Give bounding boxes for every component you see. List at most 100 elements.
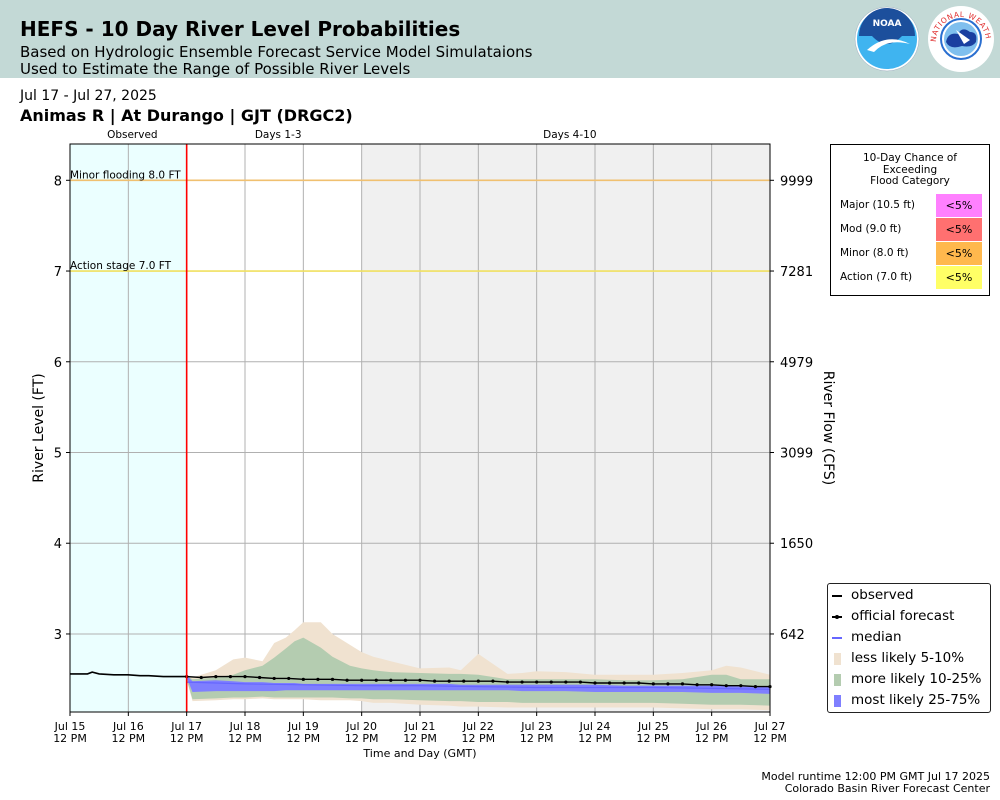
station-name: Animas R | At Durango | GJT (DRGC2) <box>20 106 353 125</box>
forecast-point <box>724 684 728 688</box>
forecast-point <box>593 681 597 685</box>
forecast-point <box>578 680 583 684</box>
forecast-point <box>462 679 466 683</box>
forecast-point <box>257 675 262 680</box>
flood-row-moderate: Mod (9.0 ft) <5% <box>831 218 989 241</box>
flood-row-value: <5% <box>936 266 982 289</box>
forecast-point <box>389 678 393 682</box>
legend-patch-icon <box>834 653 841 665</box>
legend-item-most-likely: most likely 25-75% <box>828 691 990 711</box>
x-tick-time: 12 PM <box>53 732 87 745</box>
y2-tick-label: 642 <box>780 628 805 643</box>
forecast-point <box>418 678 422 682</box>
period-label: Observed <box>107 129 158 141</box>
chart-legend: observed official forecast median less l… <box>827 583 991 713</box>
threshold-label: Action stage 7.0 FT <box>70 260 172 272</box>
forecast-point <box>272 676 276 681</box>
x-tick-time: 12 PM <box>403 732 437 745</box>
x-tick-time: 12 PM <box>520 732 554 745</box>
legend-label: observed <box>851 587 914 603</box>
forecast-point <box>476 679 480 683</box>
forecast-point <box>447 679 451 683</box>
legend-item-more-likely: more likely 10-25% <box>828 670 990 690</box>
x-tick-time: 12 PM <box>170 732 204 745</box>
y2-tick-label: 9999 <box>780 174 813 189</box>
y2-tick-label: 1650 <box>780 537 813 552</box>
forecast-point <box>637 681 641 685</box>
x-tick-day: Jul 18 <box>229 720 261 733</box>
x-tick-day: Jul 19 <box>287 720 319 733</box>
forecast-point <box>739 684 743 688</box>
flood-category-title-line: Exceeding <box>882 163 938 176</box>
model-runtime: Model runtime 12:00 PM GMT Jul 17 2025 <box>761 770 990 783</box>
legend-label: median <box>851 629 902 645</box>
noaa-logo-text: NOAA <box>873 19 902 29</box>
legend-item-less-likely: less likely 5-10% <box>828 649 990 669</box>
forecast-point <box>549 680 553 684</box>
forecast-point <box>564 680 568 684</box>
y-tick-label: 8 <box>54 174 62 189</box>
flood-row-label: Action (7.0 ft) <box>840 271 913 283</box>
page-title: HEFS - 10 Day River Level Probabilities <box>20 17 461 41</box>
flood-category-title-line: 10-Day Chance of <box>863 152 957 164</box>
x-tick-time: 12 PM <box>753 732 787 745</box>
x-tick-day: Jul 15 <box>54 720 86 733</box>
forecast-point <box>403 678 408 682</box>
forecast-center: Colorado Basin River Forecast Center <box>784 782 990 795</box>
x-tick-day: Jul 21 <box>404 720 436 733</box>
forecast-point <box>243 675 247 679</box>
legend-dotline-icon <box>832 615 842 619</box>
x-tick-day: Jul 27 <box>754 720 786 733</box>
flood-category-title-line: Flood Category <box>870 175 950 187</box>
forecast-point <box>680 682 685 686</box>
x-tick-day: Jul 24 <box>579 720 611 733</box>
y2-tick-label: 4979 <box>780 356 813 371</box>
flood-row-action: Action (7.0 ft) <5% <box>831 266 989 289</box>
x-tick-time: 12 PM <box>287 732 321 745</box>
legend-label: official forecast <box>851 608 955 624</box>
forecast-point <box>651 682 655 686</box>
x-tick-day: Jul 26 <box>695 720 727 733</box>
y-tick-label: 3 <box>54 628 62 643</box>
flood-row-label: Major (10.5 ft) <box>840 199 916 211</box>
x-tick-day: Jul 17 <box>170 720 202 733</box>
x-tick-day: Jul 20 <box>345 720 377 733</box>
forecast-point <box>666 682 670 686</box>
period-label: Days 1-3 <box>255 129 302 141</box>
forecast-point <box>710 683 714 687</box>
y2-tick-label: 7281 <box>780 265 813 280</box>
forecast-point <box>622 681 626 685</box>
y2-axis-label: River Flow (CFS) <box>820 371 836 486</box>
noaa-logo-icon: NOAA <box>854 6 920 72</box>
y-tick-label: 5 <box>54 446 62 461</box>
median-line <box>186 681 771 690</box>
forecast-point <box>607 681 612 685</box>
flood-row-minor: Minor (8.0 ft) <5% <box>831 242 989 265</box>
y-tick-label: 4 <box>54 537 62 552</box>
forecast-point <box>432 679 437 683</box>
y-axis-label: River Level (FT) <box>31 373 47 482</box>
period-label: Days 4-10 <box>543 129 596 141</box>
legend-label: less likely 5-10% <box>851 650 965 666</box>
flood-row-label: Mod (9.0 ft) <box>840 223 902 235</box>
header-banner: HEFS - 10 Day River Level Probabilities … <box>0 0 1000 78</box>
date-range: Jul 17 - Jul 27, 2025 <box>20 88 157 104</box>
legend-label: more likely 10-25% <box>851 671 982 687</box>
x-tick-time: 12 PM <box>228 732 262 745</box>
band-most-likely <box>186 675 770 694</box>
forecast-point <box>199 675 203 680</box>
x-tick-time: 12 PM <box>637 732 671 745</box>
forecast-point <box>330 677 335 681</box>
x-tick-time: 12 PM <box>462 732 496 745</box>
forecast-point <box>228 675 233 679</box>
y-tick-label: 6 <box>54 356 62 371</box>
legend-line-icon <box>832 595 842 597</box>
legend-item-median: median <box>828 628 990 648</box>
x-tick-day: Jul 25 <box>637 720 669 733</box>
forecast-point <box>505 680 510 684</box>
forecast-point <box>301 677 305 681</box>
legend-patch-icon <box>834 695 841 707</box>
flood-row-label: Minor (8.0 ft) <box>840 247 909 259</box>
flood-category-table: 10-Day Chance of Exceeding Flood Categor… <box>830 144 990 296</box>
